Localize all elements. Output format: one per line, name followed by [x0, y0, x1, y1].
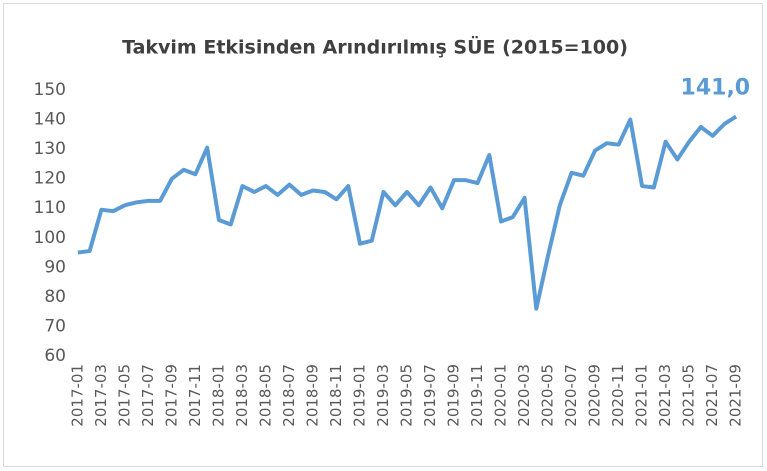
- x-tick-label: 2017-05: [115, 364, 133, 427]
- x-tick-label: 2018-11: [327, 364, 345, 427]
- y-tick-label: 80: [44, 287, 66, 307]
- x-tick-label: 2021-01: [633, 364, 651, 427]
- x-tick-label: 2019-05: [398, 364, 416, 427]
- y-tick-label: 130: [34, 139, 66, 159]
- y-tick-label: 150: [34, 80, 66, 100]
- x-tick-label: 2020-05: [539, 364, 557, 427]
- x-tick-label: 2021-07: [703, 364, 721, 427]
- x-tick-label: 2020-11: [609, 364, 627, 427]
- x-tick-label: 2018-09: [303, 364, 321, 427]
- y-tick-label: 70: [44, 316, 66, 336]
- x-tick-label: 2021-09: [727, 364, 745, 427]
- x-tick-label: 2017-11: [186, 364, 204, 427]
- x-tick-label: 2018-07: [280, 364, 298, 427]
- x-tick-label: 2018-01: [209, 364, 227, 427]
- chart-title: Takvim Etkisinden Arındırılmış SÜE (2015…: [122, 35, 628, 59]
- x-tick-label: 2020-03: [515, 364, 533, 427]
- x-tick-label: 2017-03: [92, 364, 110, 427]
- line: [77, 114, 738, 311]
- x-tick-label: 2018-05: [256, 364, 274, 427]
- x-tick-label: 2019-11: [468, 364, 486, 427]
- x-tick-label: 2020-07: [562, 364, 580, 427]
- x-tick-label: 2017-01: [68, 364, 86, 427]
- x-tick-label: 2017-09: [162, 364, 180, 427]
- y-tick-label: 140: [34, 110, 66, 130]
- x-tick-label: 2021-05: [680, 364, 698, 427]
- y-tick-label: 100: [34, 228, 66, 248]
- x-tick-label: 2019-09: [445, 364, 463, 427]
- y-tick-label: 90: [44, 257, 66, 277]
- x-tick-label: 2019-01: [350, 364, 368, 427]
- x-tick-label: 2019-03: [374, 364, 392, 427]
- x-tick-label: 2021-03: [656, 364, 674, 427]
- x-tick-label: 2020-01: [492, 364, 510, 427]
- y-tick-label: 110: [34, 198, 66, 218]
- x-tick-label: 2020-09: [586, 364, 604, 427]
- data-label: 141,0: [681, 76, 751, 101]
- x-tick-label: 2019-07: [421, 364, 439, 427]
- chart-frame: [3, 3, 763, 467]
- x-tick-label: 2018-03: [233, 364, 251, 427]
- y-tick-label: 120: [34, 169, 66, 189]
- y-tick-label: 60: [44, 346, 66, 366]
- x-tick-label: 2017-07: [139, 364, 157, 427]
